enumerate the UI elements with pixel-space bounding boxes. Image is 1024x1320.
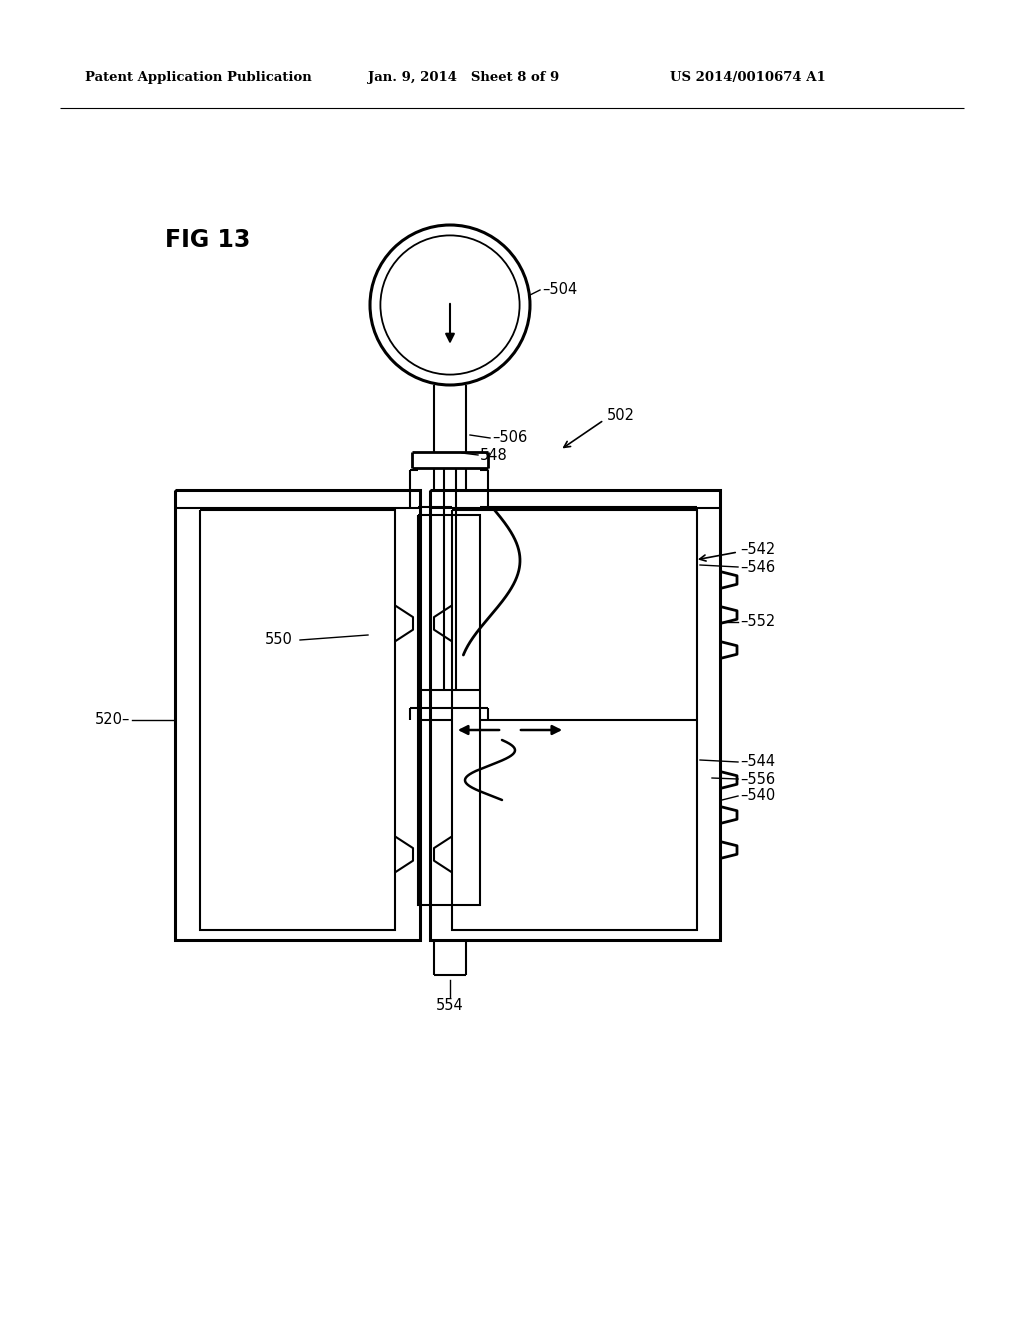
Text: –556: –556 [740, 771, 775, 787]
Text: –542: –542 [740, 543, 775, 557]
Text: 550: 550 [265, 632, 293, 648]
Text: –544: –544 [740, 755, 775, 770]
Text: Patent Application Publication: Patent Application Publication [85, 71, 311, 84]
Text: 548: 548 [480, 447, 508, 462]
Text: 502: 502 [607, 408, 635, 422]
Text: –540: –540 [740, 788, 775, 804]
Text: Jan. 9, 2014   Sheet 8 of 9: Jan. 9, 2014 Sheet 8 of 9 [368, 71, 559, 84]
Text: –504: –504 [542, 282, 578, 297]
Text: 554: 554 [436, 998, 464, 1012]
Text: US 2014/0010674 A1: US 2014/0010674 A1 [670, 71, 825, 84]
Text: –506: –506 [492, 430, 527, 446]
Text: –546: –546 [740, 560, 775, 574]
Text: FIG 13: FIG 13 [165, 228, 251, 252]
Text: 520–: 520– [94, 713, 130, 727]
Text: –552: –552 [740, 615, 775, 630]
